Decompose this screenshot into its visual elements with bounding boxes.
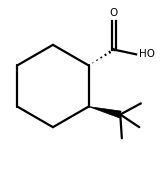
Polygon shape bbox=[89, 107, 121, 118]
Text: HO: HO bbox=[139, 49, 155, 59]
Text: O: O bbox=[110, 8, 118, 18]
